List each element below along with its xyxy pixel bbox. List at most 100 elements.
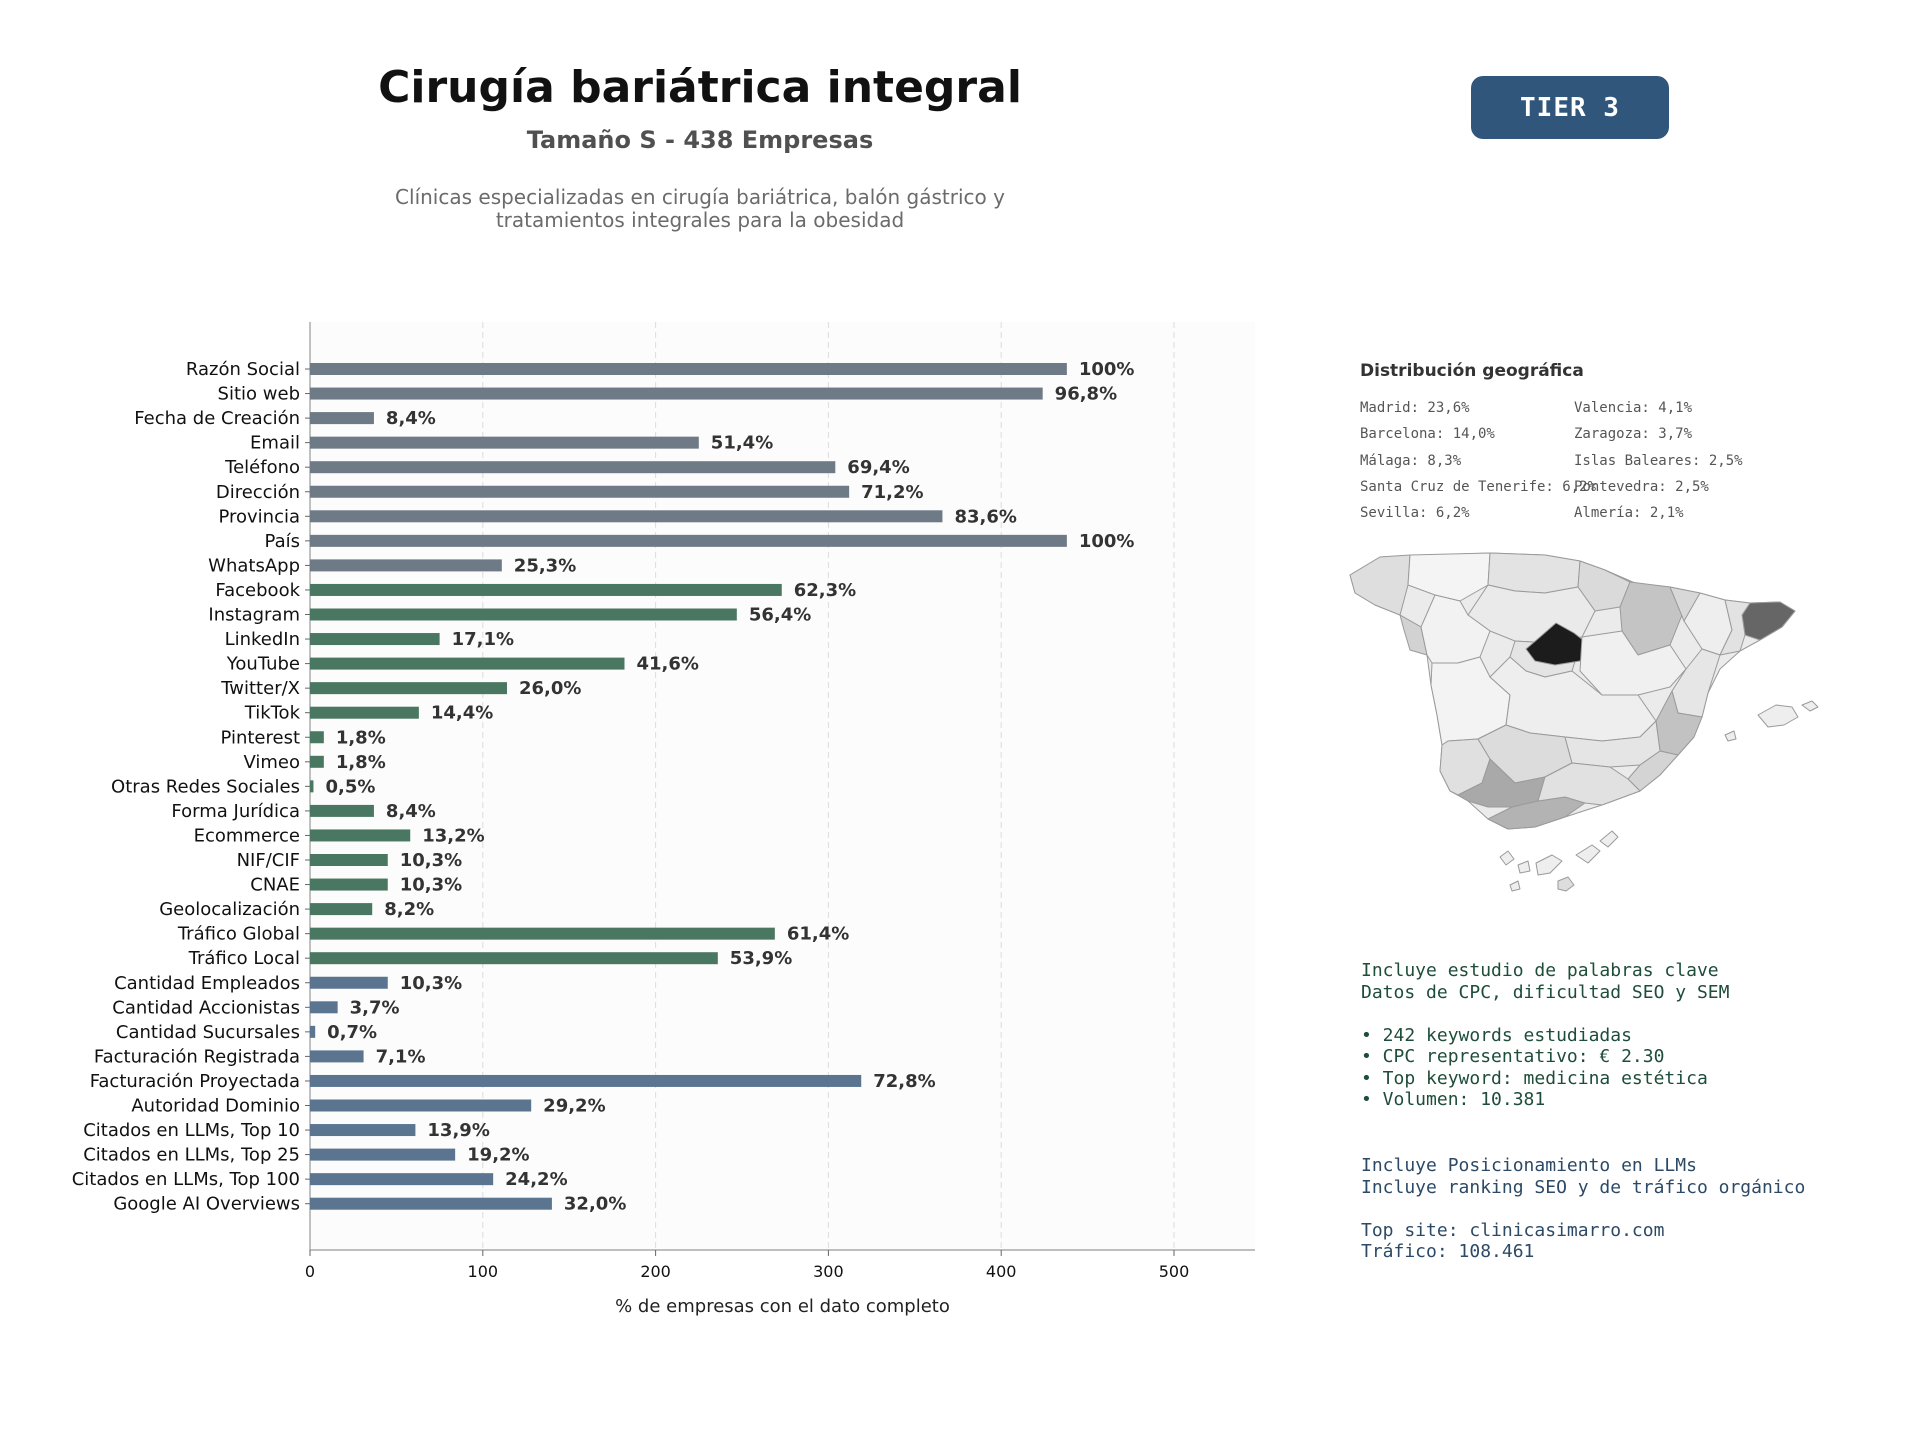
bar bbox=[310, 436, 699, 449]
category-label: Citados en LLMs, Top 100 bbox=[72, 1169, 300, 1190]
llm-line bbox=[1361, 1198, 1805, 1220]
category-label: Instagram bbox=[208, 605, 300, 626]
map-region bbox=[1499, 850, 1515, 866]
category-label: Cantidad Accionistas bbox=[112, 997, 300, 1018]
category-label: Email bbox=[250, 433, 300, 454]
plot-area bbox=[310, 322, 1255, 1250]
map-region bbox=[1579, 630, 1687, 696]
geo-item: Pontevedra: 2,5% bbox=[1574, 478, 1709, 495]
category-label: Vimeo bbox=[243, 752, 300, 773]
data-label: 61,4% bbox=[787, 924, 849, 945]
bar bbox=[310, 363, 1067, 375]
x-tick-label: 0 bbox=[305, 1262, 315, 1281]
bar bbox=[310, 1074, 862, 1087]
map-region bbox=[1575, 844, 1601, 864]
spain-map bbox=[1340, 545, 1860, 909]
data-label: 0,7% bbox=[327, 1022, 377, 1043]
seo-line: Incluye estudio de palabras clave bbox=[1361, 960, 1719, 981]
category-label: Geolocalización bbox=[159, 899, 300, 920]
llm-line: Incluye Posicionamiento en LLMs bbox=[1361, 1155, 1697, 1176]
category-label: CNAE bbox=[250, 875, 300, 896]
bar bbox=[310, 1173, 494, 1186]
data-label: 53,9% bbox=[730, 948, 792, 969]
data-label: 7,1% bbox=[376, 1046, 426, 1067]
bar bbox=[310, 903, 373, 916]
map-region bbox=[1599, 830, 1619, 848]
bar-chart: 0 100 200 300 400 500 % de empresas con el dat… bbox=[72, 322, 1255, 1317]
seo-info: Incluye estudio de palabras clave Datos d… bbox=[1361, 960, 1729, 1111]
data-label: 13,2% bbox=[422, 825, 484, 846]
bar bbox=[310, 461, 836, 474]
category-label: Provincia bbox=[218, 506, 300, 527]
category-label: Facebook bbox=[215, 580, 300, 601]
bar bbox=[310, 829, 411, 842]
geo-item: Sevilla: 6,2% bbox=[1360, 505, 1470, 522]
llm-line: Top site: clinicasimarro.com bbox=[1361, 1219, 1665, 1241]
x-tick-label: 100 bbox=[468, 1262, 499, 1281]
category-label: Razón Social bbox=[186, 359, 300, 380]
map-region bbox=[1741, 601, 1796, 641]
data-label: 32,0% bbox=[564, 1194, 626, 1215]
map-region bbox=[1349, 554, 1411, 616]
geo-item: Islas Baleares: 2,5% bbox=[1574, 452, 1743, 469]
data-label: 100% bbox=[1079, 359, 1135, 380]
geo-title: Distribución geográfica bbox=[1360, 361, 1584, 381]
data-label: 8,4% bbox=[386, 408, 436, 429]
category-label: Facturación Proyectada bbox=[90, 1071, 300, 1092]
data-label: 1,8% bbox=[336, 727, 386, 748]
map-region bbox=[1517, 860, 1531, 874]
category-label: Cantidad Sucursales bbox=[116, 1022, 300, 1043]
description-line: Clínicas especializadas en cirugía bariá… bbox=[395, 185, 1005, 209]
data-label: 96,8% bbox=[1055, 384, 1117, 405]
data-label: 41,6% bbox=[636, 654, 698, 675]
geo-item: Santa Cruz de Tenerife: 6,2% bbox=[1360, 478, 1597, 495]
data-label: 19,2% bbox=[467, 1145, 529, 1166]
data-label: 8,4% bbox=[386, 801, 436, 822]
bar bbox=[310, 583, 782, 596]
bar bbox=[310, 412, 374, 425]
llm-info: Incluye Posicionamiento en LLMs Incluye r… bbox=[1361, 1155, 1805, 1263]
map-region bbox=[1557, 876, 1575, 892]
seo-line: • CPC representativo: € 2.30 bbox=[1361, 1046, 1665, 1067]
category-label: Google AI Overviews bbox=[113, 1194, 300, 1215]
data-label: 62,3% bbox=[794, 580, 856, 601]
category-label: Pinterest bbox=[220, 727, 300, 748]
bar bbox=[310, 1099, 532, 1112]
map-region bbox=[1535, 854, 1563, 876]
bar bbox=[310, 878, 388, 891]
data-label: 10,3% bbox=[400, 973, 462, 994]
x-tick-label: 300 bbox=[813, 1262, 844, 1281]
map-region bbox=[1509, 880, 1521, 892]
data-label: 26,0% bbox=[519, 678, 581, 699]
data-label: 56,4% bbox=[749, 605, 811, 626]
bar bbox=[310, 1197, 552, 1210]
bar bbox=[310, 387, 1043, 400]
category-label: YouTube bbox=[226, 654, 300, 675]
x-axis-title: % de empresas con el dato completo bbox=[615, 1296, 950, 1317]
bar bbox=[310, 1001, 338, 1014]
category-label: Fecha de Creación bbox=[134, 408, 300, 429]
data-label: 1,8% bbox=[336, 752, 386, 773]
data-label: 10,3% bbox=[400, 850, 462, 871]
data-label: 17,1% bbox=[452, 629, 514, 650]
tier-badge: TIER 3 bbox=[1471, 76, 1669, 139]
geo-item: Málaga: 8,3% bbox=[1360, 452, 1462, 469]
category-label: LinkedIn bbox=[225, 629, 300, 650]
description-line: tratamientos integrales para la obesidad bbox=[495, 208, 905, 232]
seo-line: • 242 keywords estudiadas bbox=[1361, 1024, 1632, 1046]
category-label: TikTok bbox=[244, 703, 301, 724]
bar bbox=[310, 1124, 416, 1137]
seo-line: • Top keyword: medicina estética bbox=[1361, 1067, 1708, 1089]
category-label: Twitter/X bbox=[220, 678, 300, 699]
bar bbox=[310, 633, 440, 646]
map-region bbox=[1399, 614, 1428, 656]
bar bbox=[310, 534, 1067, 547]
category-label: Autoridad Dominio bbox=[131, 1096, 300, 1117]
data-label: 0,5% bbox=[325, 776, 375, 797]
seo-line: Datos de CPC, dificultad SEO y SEM bbox=[1361, 981, 1730, 1003]
bar bbox=[310, 682, 507, 695]
map-region bbox=[1537, 762, 1641, 806]
geo-item: Barcelona: 14,0% bbox=[1360, 426, 1495, 443]
x-tick-label: 200 bbox=[640, 1262, 671, 1281]
data-label: 24,2% bbox=[505, 1169, 567, 1190]
